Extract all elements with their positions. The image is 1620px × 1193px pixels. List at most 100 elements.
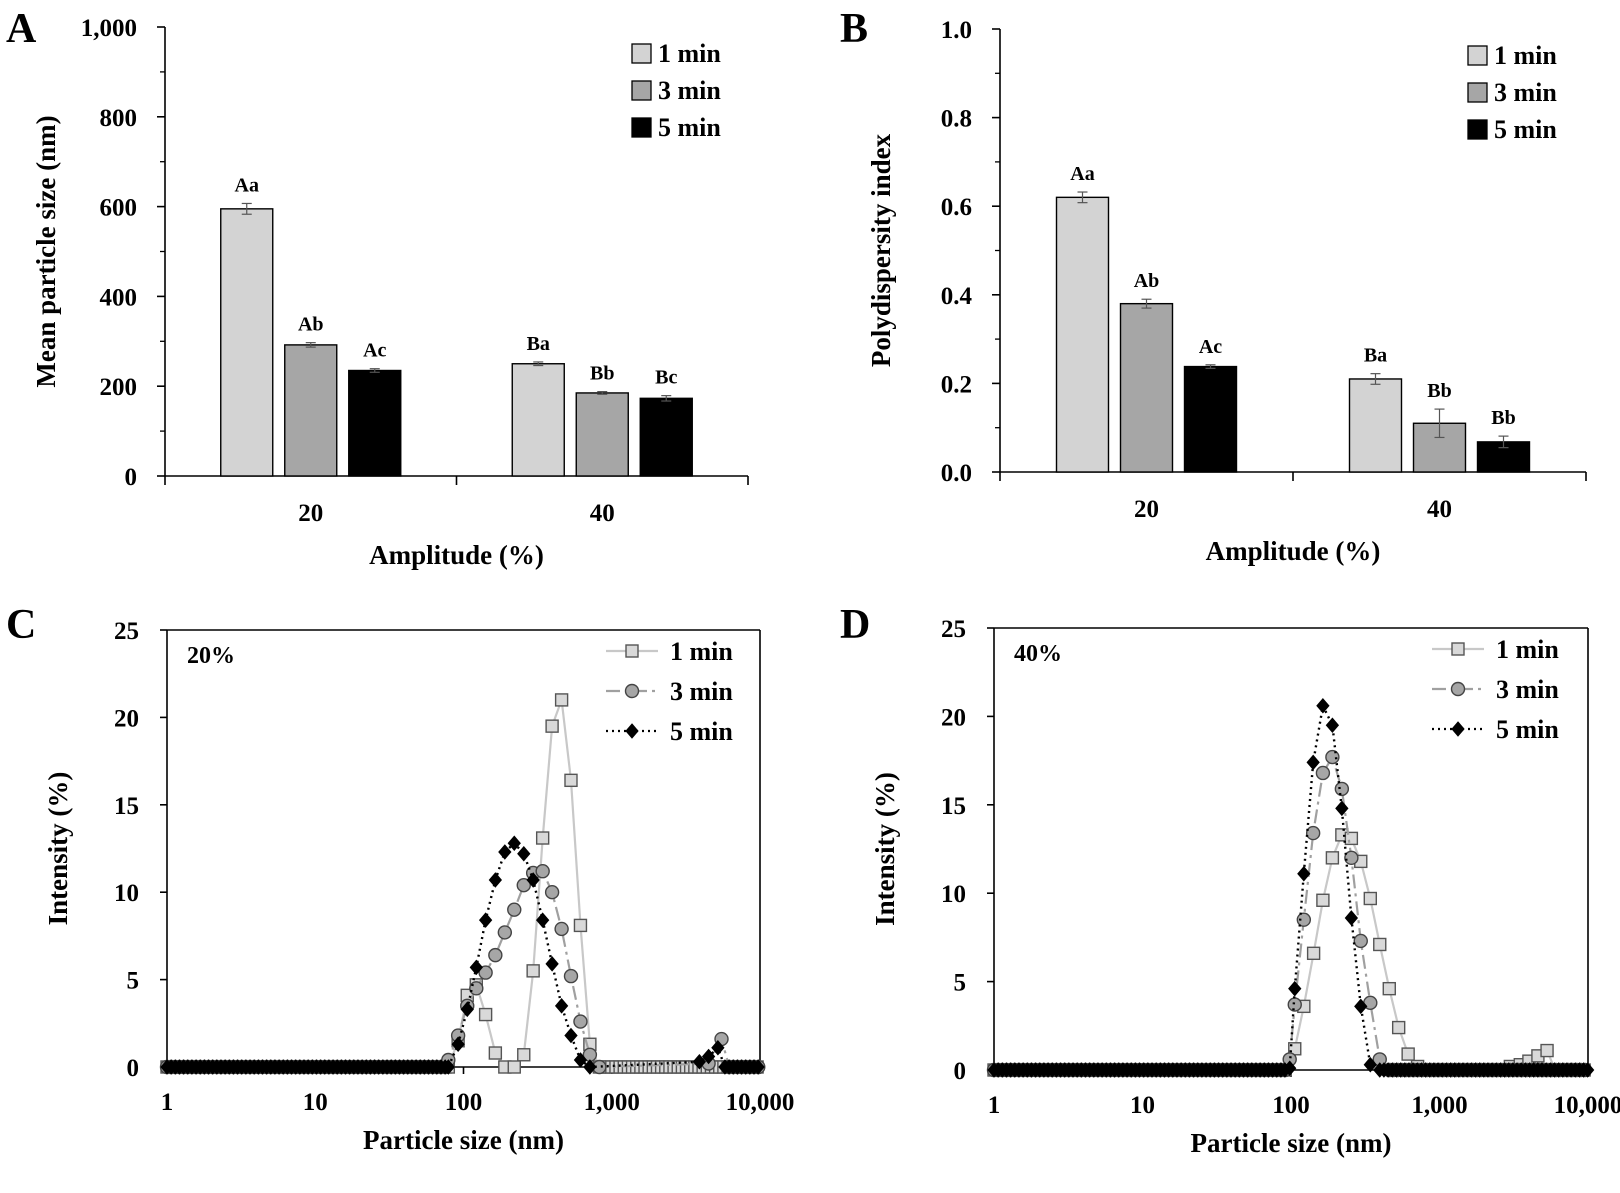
panel-a-significance-label: Ba xyxy=(527,333,550,355)
panel-c-data-point xyxy=(488,1046,503,1060)
panel-d-y-axis-title: Intensity (%) xyxy=(870,772,900,926)
panel-c-x-tick-label: 1 xyxy=(161,1089,174,1116)
panel-d-data-point xyxy=(1325,851,1340,865)
panel-c-series-line-1 xyxy=(167,699,758,1069)
panel-c-data-point xyxy=(516,878,531,893)
panel-d-legend-label: 3 min xyxy=(1496,675,1559,704)
panel-c-data-point xyxy=(469,981,484,996)
panel-a-significance-label: Bb xyxy=(590,363,614,385)
panel-a-x-axis-title: Amplitude (%) xyxy=(369,540,544,570)
panel-d-x-tick-label: 100 xyxy=(1272,1092,1310,1119)
panel-b-legend-swatch xyxy=(1467,45,1488,66)
panel-c-line-chart: C 0 5 10 15 20 25 1 10 100 1,000 10,000 20% 1 min 3 m… xyxy=(6,602,794,1155)
panel-b-legend-swatch xyxy=(1467,119,1488,140)
panel-a-significance-label: Ab xyxy=(298,314,324,336)
panel-b-bar xyxy=(1055,196,1110,473)
panel-a-legend-label: 1 min xyxy=(658,39,721,68)
panel-b-legend-label: 3 min xyxy=(1494,78,1557,107)
panel-d-data-point xyxy=(1306,754,1320,771)
panel-d-data-point xyxy=(1580,1062,1595,1078)
panel-d-legend-marker xyxy=(1451,642,1465,656)
panel-a-x-tick-label: 40 xyxy=(590,500,615,527)
panel-c-data-point xyxy=(563,968,579,984)
panel-c-data-point xyxy=(469,959,483,976)
panel-c-data-point xyxy=(507,835,521,852)
panel-a-significance-label: Aa xyxy=(235,174,259,196)
panel-c-data-point xyxy=(751,1059,765,1075)
panel-c-x-tick-label: 10 xyxy=(303,1089,328,1116)
panel-c-data-point xyxy=(498,844,512,860)
panel-c-data-point xyxy=(554,921,569,937)
panel-c-data-point xyxy=(536,912,550,928)
panel-a-y-tick-label: 400 xyxy=(100,284,138,311)
panel-d-data-point xyxy=(1353,933,1368,949)
panel-c-data-point xyxy=(692,1053,707,1070)
panel-c-y-tick-label: 10 xyxy=(114,880,139,907)
panel-a-significance-label: Bc xyxy=(655,367,677,389)
panel-d-y-tick-label: 10 xyxy=(941,881,966,908)
panel-b-legend-label: 5 min xyxy=(1494,115,1557,144)
panel-c-legend-marker xyxy=(625,644,639,658)
panel-c-data-point xyxy=(554,693,569,707)
panel-a-letter: A xyxy=(6,6,37,52)
panel-a-bar xyxy=(575,392,629,477)
panel-c-data-point xyxy=(497,925,513,940)
panel-d-data-point xyxy=(1382,981,1396,996)
panel-c-data-point xyxy=(488,947,503,963)
panel-a-legend-label: 5 min xyxy=(658,113,721,142)
panel-c-legend-label: 3 min xyxy=(670,677,733,706)
panel-a-y-tick-label: 800 xyxy=(100,105,138,132)
panel-d-data-point xyxy=(1354,998,1368,1015)
panel-a-y-tick-label: 0 xyxy=(125,464,138,491)
panel-d-data-point xyxy=(1305,825,1321,841)
panel-c-legend-label: 5 min xyxy=(670,717,733,746)
panel-d-legend-label: 1 min xyxy=(1496,635,1559,664)
panel-a-legend-swatch xyxy=(631,43,652,64)
panel-d-data-point xyxy=(1288,980,1302,997)
panel-d-data-point xyxy=(1306,946,1321,961)
panel-b-y-tick-label: 0.2 xyxy=(941,371,972,398)
panel-d-letter: D xyxy=(840,602,870,648)
panel-c-legend-marker xyxy=(624,683,640,699)
panel-c-x-tick-label: 1,000 xyxy=(584,1089,640,1116)
panel-c-y-tick-label: 15 xyxy=(114,793,139,820)
panel-d-data-point xyxy=(1297,865,1311,882)
panel-d-y-tick-label: 15 xyxy=(941,793,966,820)
panel-a-legend-swatch xyxy=(631,117,652,138)
panel-a-bar xyxy=(348,369,402,477)
panel-b-y-tick-label: 0.8 xyxy=(941,106,972,133)
panel-b-y-tick-label: 1.0 xyxy=(941,17,972,44)
panel-a-y-tick-label: 1,000 xyxy=(81,15,137,42)
panel-c-data-point xyxy=(507,1060,521,1074)
panel-d-data-point xyxy=(1373,937,1387,952)
panel-c-data-point xyxy=(478,965,493,980)
panel-d-data-point xyxy=(1287,997,1302,1012)
panel-b-bar-chart: B 0.0 0.2 0.4 0.6 0.8 1.0 20 Aa Ab Ac 40 Ba Bb Bb Ampl… xyxy=(840,6,1587,566)
panel-d-x-tick-label: 1,000 xyxy=(1411,1092,1467,1119)
panel-c-data-point xyxy=(564,773,578,788)
panel-c-data-point xyxy=(526,964,540,978)
panel-d-y-tick-label: 20 xyxy=(941,704,966,731)
panel-c-data-point xyxy=(535,831,550,845)
panel-d-x-tick-label: 10 xyxy=(1130,1092,1155,1119)
panel-c-data-point xyxy=(478,1007,493,1022)
panel-c-data-point xyxy=(544,885,560,900)
panel-b-significance-label: Aa xyxy=(1070,163,1094,185)
panel-d-series-line-1 xyxy=(994,833,1585,1072)
panel-a-y-axis-title: Mean particle size (nm) xyxy=(31,115,61,387)
panel-c-x-tick-label: 100 xyxy=(445,1089,483,1116)
panel-c-data-point xyxy=(451,1036,465,1053)
panel-c-data-point xyxy=(507,902,522,917)
panel-c-data-point xyxy=(583,1059,597,1075)
panel-c-data-point xyxy=(441,1059,455,1075)
panel-d-data-point xyxy=(1325,717,1340,734)
panel-c-data-point xyxy=(573,1052,588,1068)
panel-c-data-point xyxy=(554,998,569,1014)
panel-a-bar xyxy=(220,208,274,477)
panel-c-inset-label: 20% xyxy=(187,643,235,669)
panel-c-data-point xyxy=(545,719,559,733)
panel-c-y-tick-label: 25 xyxy=(114,618,139,645)
panel-b-y-tick-label: 0.6 xyxy=(941,194,972,221)
panel-c-data-point xyxy=(517,1048,531,1062)
panel-a-bar-chart: A 0 200 400 600 800 1,000 20 Aa Ab Ac 40 Ba Bb Bc Ampl… xyxy=(6,6,749,570)
